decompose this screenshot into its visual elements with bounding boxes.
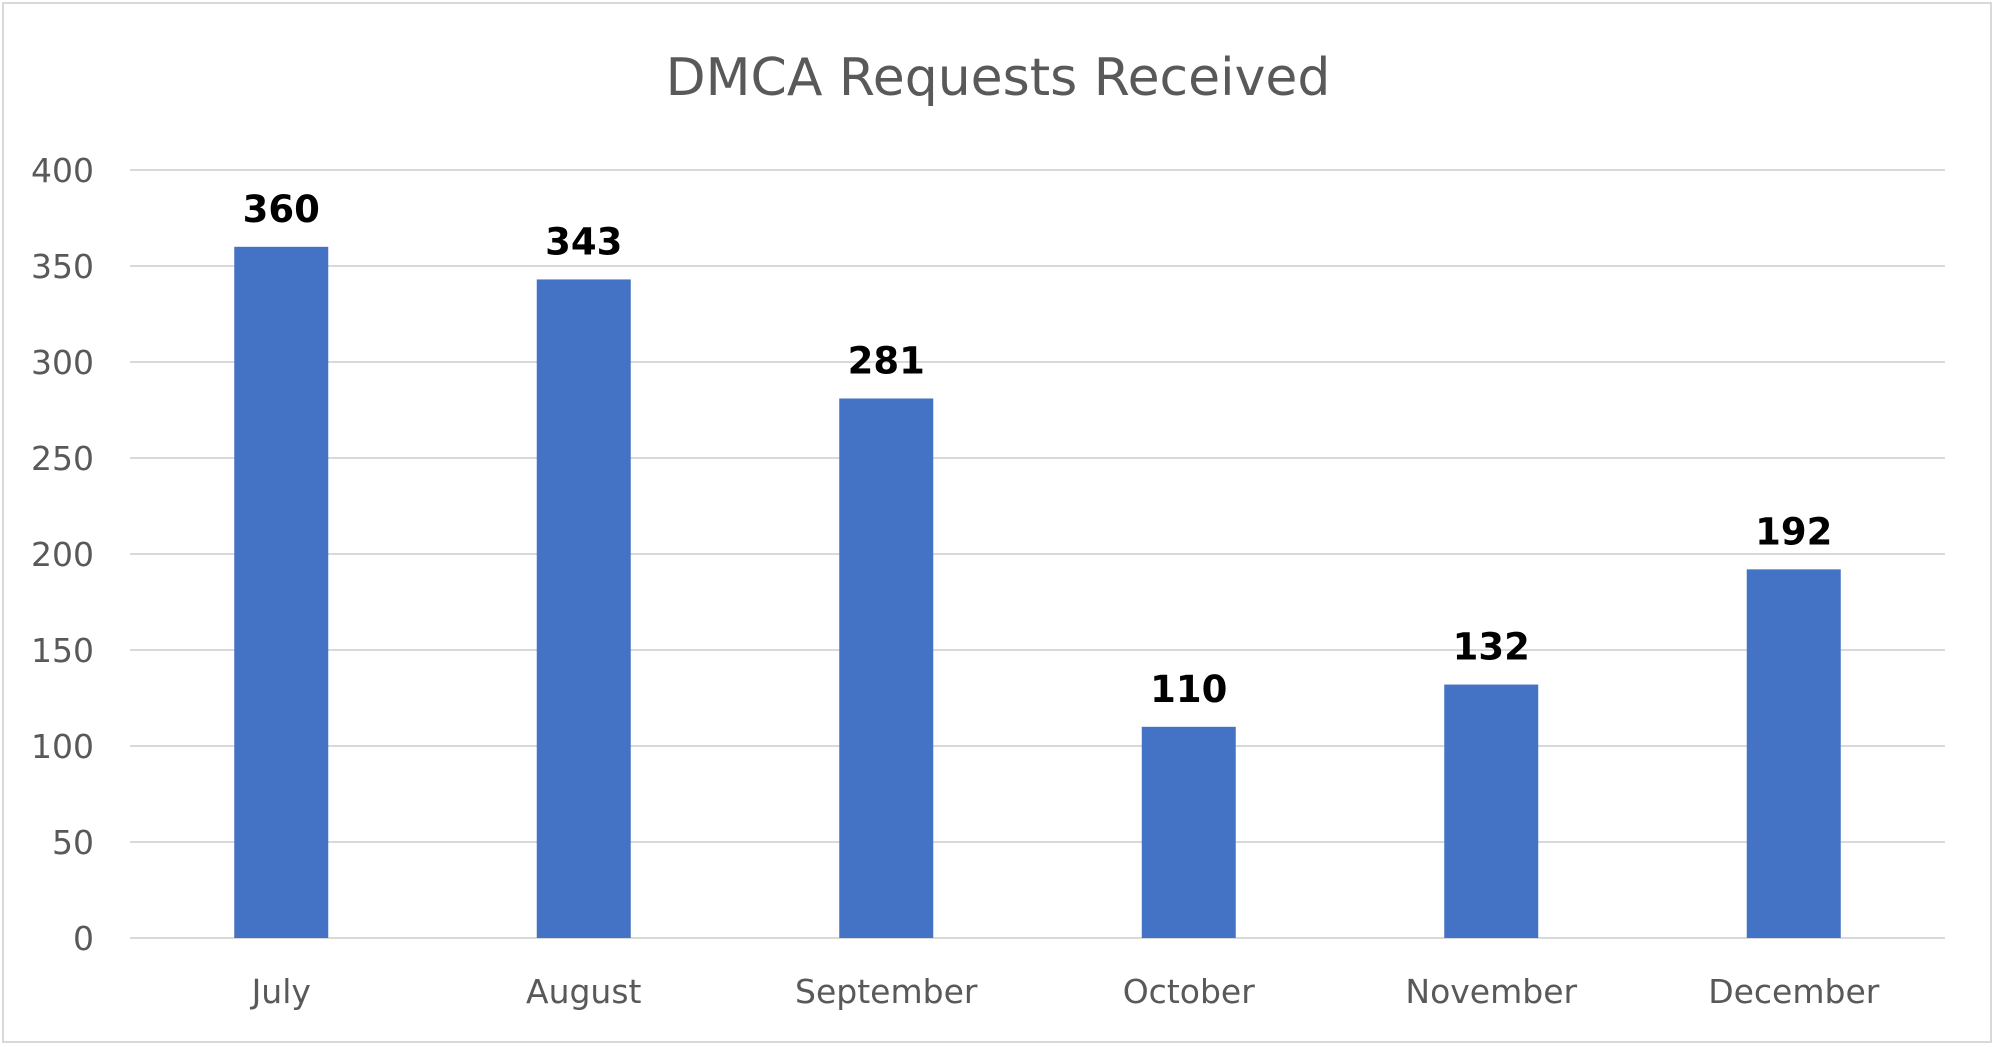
x-category-label: November	[1405, 972, 1577, 1011]
bar-september	[839, 398, 934, 939]
y-axis-ticks: 0 50 100 150 200 250 300 350 400	[31, 151, 94, 958]
bar-november	[1444, 684, 1539, 938]
y-tick-label: 350	[31, 247, 94, 286]
data-label: 343	[545, 220, 622, 263]
bar-august	[536, 279, 631, 938]
y-tick-label: 0	[73, 919, 94, 958]
y-tick-label: 50	[52, 823, 94, 862]
data-label: 132	[1453, 626, 1530, 669]
gridlines	[130, 169, 1945, 939]
bar-october	[1141, 726, 1236, 938]
x-axis-categories: July August September October November Decemb…	[250, 972, 1880, 1011]
bar-july	[234, 246, 329, 939]
data-label: 281	[848, 339, 925, 382]
bar-december	[1746, 569, 1841, 938]
chart-title: DMCA Requests Received	[666, 48, 1331, 108]
y-tick-label: 150	[31, 631, 94, 670]
bars	[234, 246, 1841, 939]
data-label: 110	[1150, 668, 1227, 711]
data-label: 192	[1755, 510, 1832, 553]
y-tick-label: 300	[31, 343, 94, 382]
x-category-label: December	[1708, 972, 1880, 1011]
x-category-label: September	[795, 972, 978, 1011]
x-category-label: July	[250, 972, 311, 1011]
data-labels: 360 343 281 110 132 192	[243, 188, 1833, 711]
x-category-label: August	[526, 972, 642, 1011]
y-tick-label: 100	[31, 727, 94, 766]
y-tick-label: 250	[31, 439, 94, 478]
data-label: 360	[243, 188, 320, 231]
x-category-label: October	[1123, 972, 1255, 1011]
y-tick-label: 400	[31, 151, 94, 190]
y-tick-label: 200	[31, 535, 94, 574]
